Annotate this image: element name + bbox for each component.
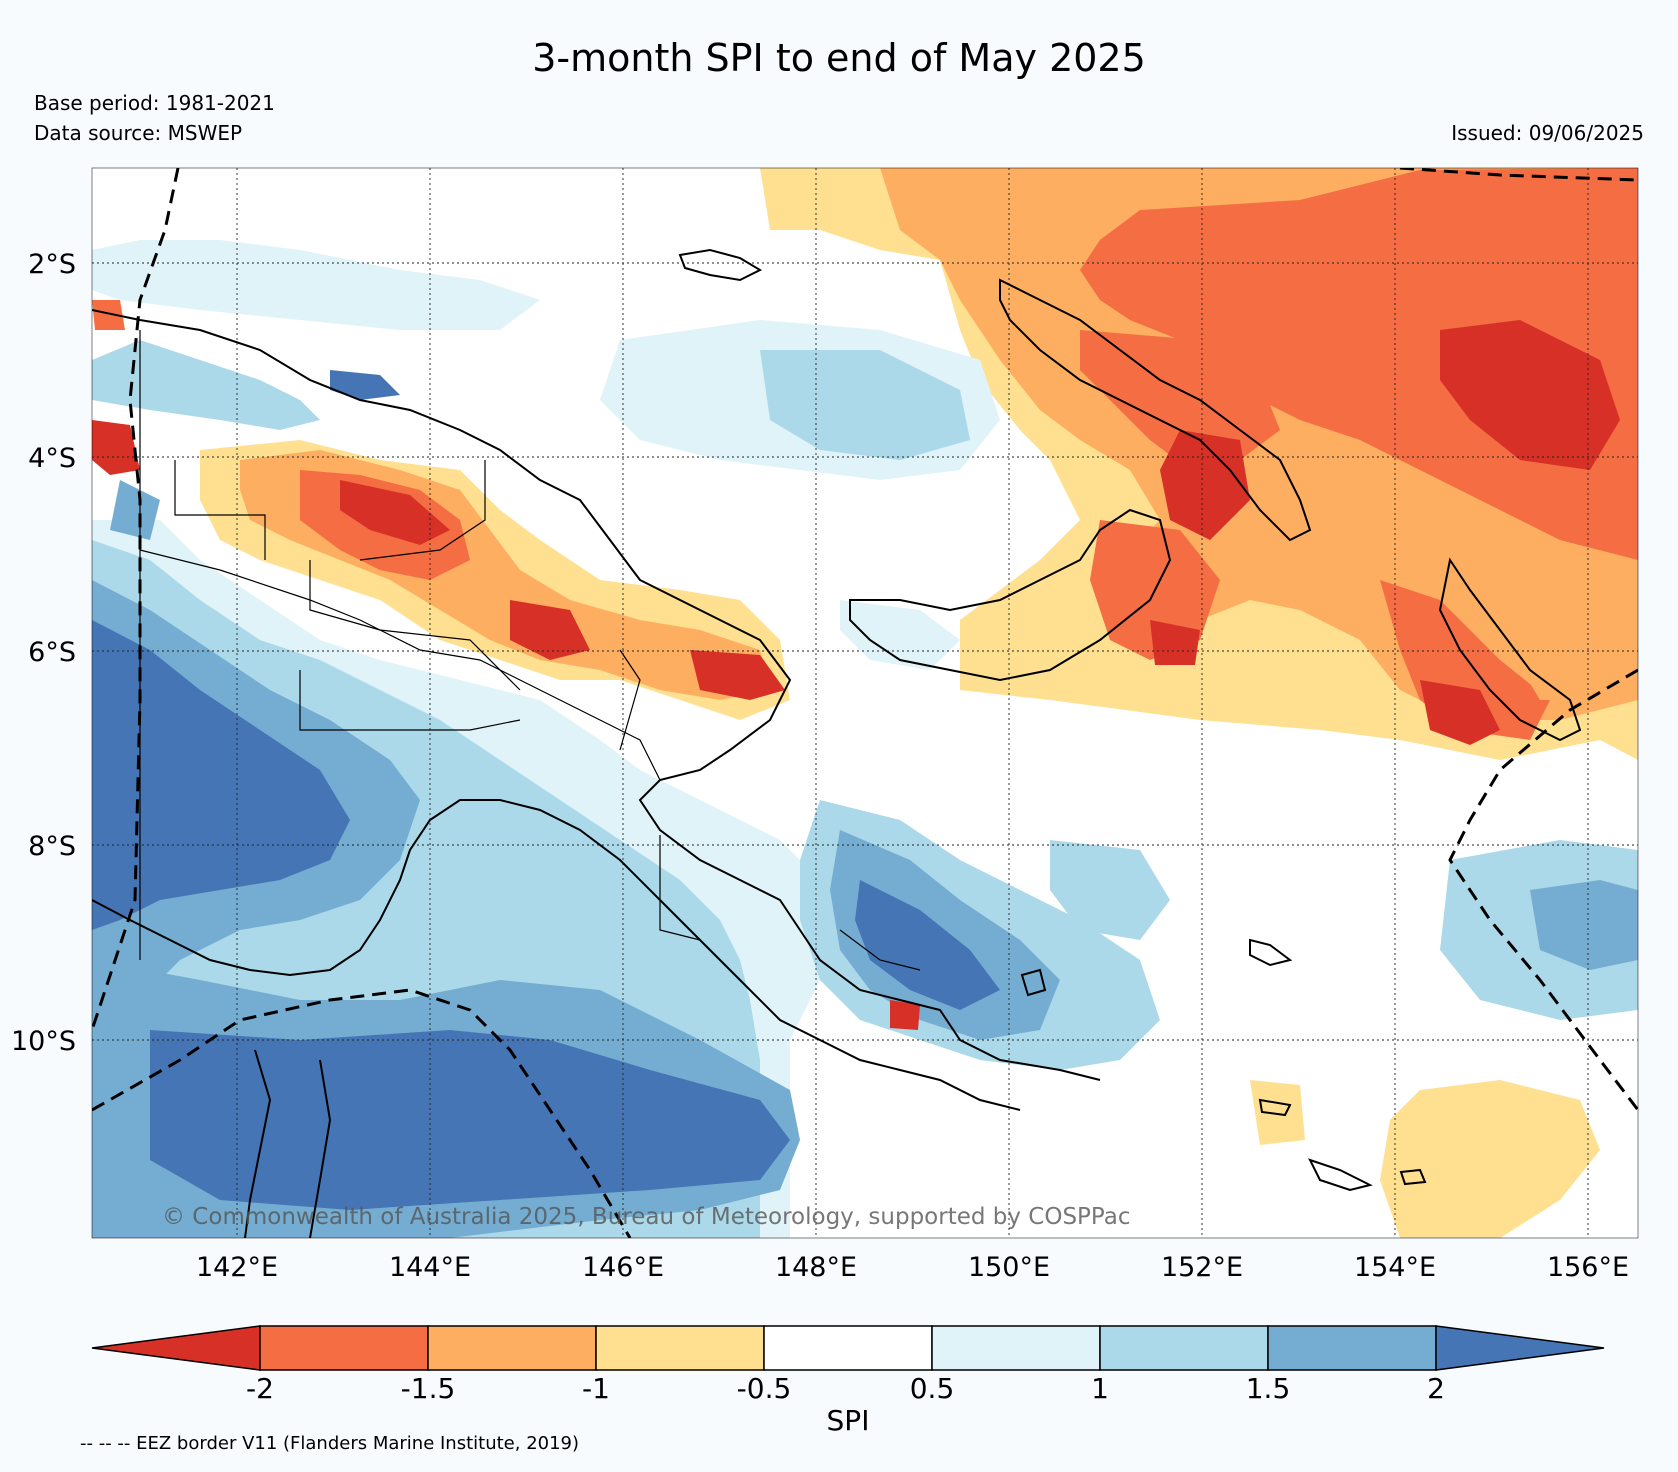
colorbar-tick-label: 1 [1091, 1372, 1109, 1405]
colorbar-bin [1267, 1325, 1437, 1371]
eez-footnote: -- -- -- EEZ border V11 (Flanders Marine… [80, 1433, 580, 1454]
lon-label-146e: 146°E [582, 1252, 664, 1283]
lon-label-142e: 142°E [196, 1252, 278, 1283]
lat-label-6s: 6°S [28, 637, 76, 668]
colorbar-tick-label: -0.5 [737, 1372, 792, 1405]
colorbar-bin [259, 1325, 429, 1371]
colorbar-tick-label: 0.5 [910, 1372, 955, 1405]
coastlines [92, 248, 1582, 1238]
lon-label-144e: 144°E [389, 1252, 471, 1283]
lat-label-2s: 2°S [28, 249, 76, 280]
longitude-labels: 142°E 144°E 146°E 148°E 150°E 152°E 154°… [196, 1252, 1629, 1283]
colorbar-label: SPI [827, 1404, 870, 1437]
lon-label-148e: 148°E [775, 1252, 857, 1283]
latitude-labels: 2°S 4°S 6°S 8°S 10°S [11, 249, 76, 1057]
colorbar-extend-low [91, 1325, 261, 1371]
copyright-watermark: © Commonwealth of Australia 2025, Bureau… [162, 1204, 1131, 1230]
colorbar-ticks: -2 -1.5 -1 -0.5 0.5 1 1.5 2 [246, 1372, 1445, 1405]
colorbar-extend-high [1435, 1325, 1605, 1371]
colorbar-bin [931, 1325, 1101, 1371]
base-period-text: Base period: 1981-2021 [34, 91, 275, 115]
lon-label-154e: 154°E [1354, 1252, 1436, 1283]
colorbar-tick-label: 2 [1427, 1372, 1445, 1405]
colorbar-bin [595, 1325, 765, 1371]
colorbar-bin [763, 1325, 933, 1371]
lat-label-10s: 10°S [11, 1026, 76, 1057]
lon-label-156e: 156°E [1547, 1252, 1629, 1283]
lat-label-8s: 8°S [28, 831, 76, 862]
colorbar-tick-label: -1 [582, 1372, 610, 1405]
lon-label-152e: 152°E [1161, 1252, 1243, 1283]
colorbar [91, 1325, 1605, 1371]
colorbar-bin [1099, 1325, 1269, 1371]
lon-label-150e: 150°E [968, 1252, 1050, 1283]
map-frame [91, 167, 1639, 1239]
provincial-borders [139, 330, 921, 971]
colorbar-tick-label: -1.5 [401, 1372, 456, 1405]
map-title: 3-month SPI to end of May 2025 [532, 36, 1146, 80]
eez-borders [92, 168, 1638, 1238]
graticule [92, 168, 1638, 1238]
spi-field: © Commonwealth of Australia 2025, Bureau… [92, 168, 1638, 1238]
colorbar-bin [427, 1325, 597, 1371]
colorbar-tick-label: -2 [246, 1372, 274, 1405]
issued-date-text: Issued: 09/06/2025 [1451, 121, 1644, 145]
lat-label-4s: 4°S [28, 443, 76, 474]
colorbar-tick-label: 1.5 [1246, 1372, 1291, 1405]
data-source-text: Data source: MSWEP [34, 121, 243, 145]
